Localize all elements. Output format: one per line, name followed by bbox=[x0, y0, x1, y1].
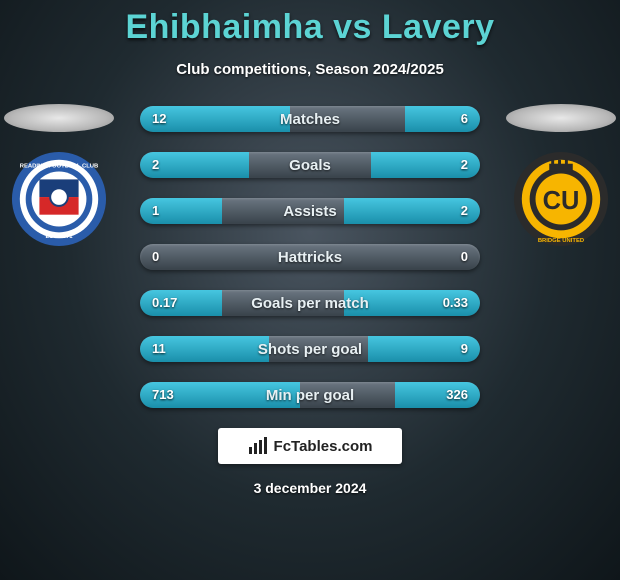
stat-label: Min per goal bbox=[140, 387, 480, 404]
stat-label: Goals per match bbox=[140, 295, 480, 312]
plinth-left bbox=[4, 104, 114, 132]
svg-text:CU: CU bbox=[543, 187, 580, 215]
stat-label: Matches bbox=[140, 111, 480, 128]
page-title: Ehibhaimha vs Lavery bbox=[0, 0, 620, 47]
stat-label: Shots per goal bbox=[140, 341, 480, 358]
stat-row: 713326Min per goal bbox=[140, 382, 480, 408]
reading-crest-icon: READING FOOTBALL CLUB EST. 1871 bbox=[10, 150, 108, 248]
chart-icon bbox=[248, 437, 268, 455]
stat-row: 0.170.33Goals per match bbox=[140, 290, 480, 316]
team-crest-left: READING FOOTBALL CLUB EST. 1871 bbox=[10, 150, 108, 248]
team-crest-right: CU BRIDGE UNITED bbox=[512, 150, 610, 248]
cambridge-crest-icon: CU BRIDGE UNITED bbox=[512, 150, 610, 248]
stat-row: 12Assists bbox=[140, 198, 480, 224]
stat-row: 22Goals bbox=[140, 152, 480, 178]
stat-label: Hattricks bbox=[140, 249, 480, 266]
watermark-text: FcTables.com bbox=[274, 438, 373, 455]
svg-text:READING FOOTBALL CLUB: READING FOOTBALL CLUB bbox=[20, 164, 99, 170]
comparison-panel: READING FOOTBALL CLUB EST. 1871 CU BRIDG… bbox=[0, 106, 620, 496]
stats-bars: 126Matches 22Goals 12Assists 00Hattricks 0.1… bbox=[140, 106, 480, 408]
stat-label: Goals bbox=[140, 157, 480, 174]
date-text: 3 december 2024 bbox=[0, 480, 620, 496]
stat-row: 119Shots per goal bbox=[140, 336, 480, 362]
stat-label: Assists bbox=[140, 203, 480, 220]
stat-row: 00Hattricks bbox=[140, 244, 480, 270]
subtitle: Club competitions, Season 2024/2025 bbox=[0, 61, 620, 78]
svg-text:BRIDGE UNITED: BRIDGE UNITED bbox=[538, 238, 584, 244]
stat-row: 126Matches bbox=[140, 106, 480, 132]
watermark: FcTables.com bbox=[218, 428, 402, 464]
plinth-right bbox=[506, 104, 616, 132]
svg-text:EST. 1871: EST. 1871 bbox=[45, 234, 73, 240]
